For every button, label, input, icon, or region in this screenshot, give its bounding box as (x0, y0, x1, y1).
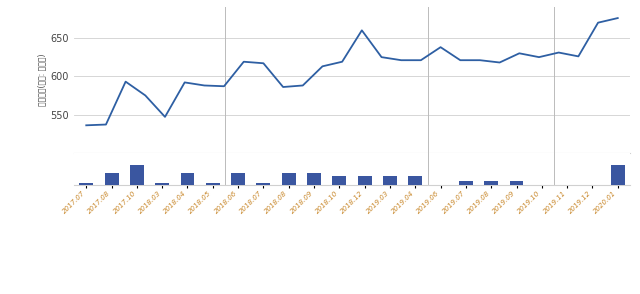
Bar (611, 165, 625, 185)
Bar (130, 165, 144, 185)
Bar (282, 173, 296, 185)
Bar (332, 176, 346, 185)
Bar (459, 181, 473, 185)
Y-axis label: 거래금액(단위: 백만원): 거래금액(단위: 백만원) (37, 54, 46, 106)
Bar (307, 173, 321, 185)
Bar (231, 173, 245, 185)
Bar (79, 183, 93, 185)
Bar (408, 176, 422, 185)
Bar (484, 181, 498, 185)
Bar (358, 176, 372, 185)
Bar (383, 176, 397, 185)
Bar (206, 183, 220, 185)
Bar (180, 173, 195, 185)
Bar (156, 183, 169, 185)
Bar (104, 173, 118, 185)
Bar (509, 181, 524, 185)
Bar (257, 183, 270, 185)
